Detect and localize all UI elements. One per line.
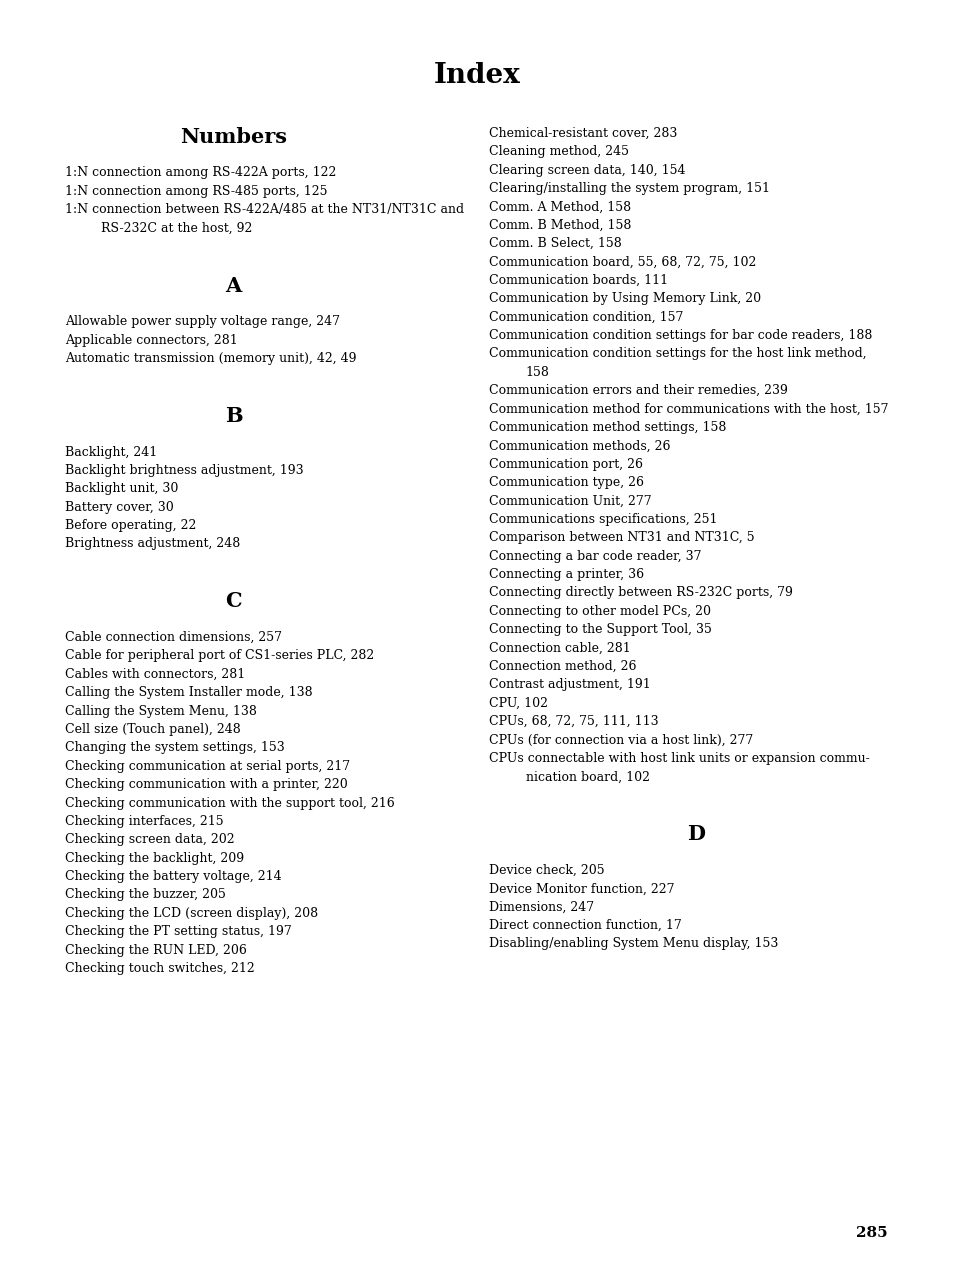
Text: Index: Index [433,62,520,89]
Text: Connecting directly between RS-232C ports, 79: Connecting directly between RS-232C port… [489,586,793,600]
Text: Checking the LCD (screen display), 208: Checking the LCD (screen display), 208 [65,907,317,919]
Text: 1:N connection among RS-485 ports, 125: 1:N connection among RS-485 ports, 125 [65,185,327,198]
Text: Connecting a printer, 36: Connecting a printer, 36 [489,568,644,581]
Text: Comm. B Method, 158: Comm. B Method, 158 [489,218,631,232]
Text: Communication errors and their remedies, 239: Communication errors and their remedies,… [489,384,787,397]
Text: Connecting a bar code reader, 37: Connecting a bar code reader, 37 [489,549,701,563]
Text: Communications specifications, 251: Communications specifications, 251 [489,512,718,526]
Text: Communication Unit, 277: Communication Unit, 277 [489,495,651,507]
Text: 285: 285 [855,1226,886,1240]
Text: Brightness adjustment, 248: Brightness adjustment, 248 [65,538,240,550]
Text: Communication board, 55, 68, 72, 75, 102: Communication board, 55, 68, 72, 75, 102 [489,255,756,269]
Text: Comm. B Select, 158: Comm. B Select, 158 [489,237,621,250]
Text: Device check, 205: Device check, 205 [489,864,604,877]
Text: Direct connection function, 17: Direct connection function, 17 [489,919,681,932]
Text: Checking the backlight, 209: Checking the backlight, 209 [65,852,244,865]
Text: Checking communication at serial ports, 217: Checking communication at serial ports, … [65,760,350,772]
Text: Comparison between NT31 and NT31C, 5: Comparison between NT31 and NT31C, 5 [489,531,754,544]
Text: Connection cable, 281: Connection cable, 281 [489,642,631,654]
Text: Dimensions, 247: Dimensions, 247 [489,900,594,914]
Text: Backlight, 241: Backlight, 241 [65,445,157,459]
Text: Battery cover, 30: Battery cover, 30 [65,501,173,514]
Text: CPU, 102: CPU, 102 [489,696,548,710]
Text: Checking communication with a printer, 220: Checking communication with a printer, 2… [65,779,347,791]
Text: Communication port, 26: Communication port, 26 [489,458,642,470]
Text: Applicable connectors, 281: Applicable connectors, 281 [65,333,237,346]
Text: Communication method for communications with the host, 157: Communication method for communications … [489,402,888,416]
Text: Communication methods, 26: Communication methods, 26 [489,439,670,453]
Text: nication board, 102: nication board, 102 [525,770,649,784]
Text: Communication method settings, 158: Communication method settings, 158 [489,421,726,434]
Text: Calling the System Installer mode, 138: Calling the System Installer mode, 138 [65,686,313,699]
Text: Communication by Using Memory Link, 20: Communication by Using Memory Link, 20 [489,292,760,306]
Text: CPUs, 68, 72, 75, 111, 113: CPUs, 68, 72, 75, 111, 113 [489,715,659,728]
Text: Clearing screen data, 140, 154: Clearing screen data, 140, 154 [489,164,685,176]
Text: Chemical-resistant cover, 283: Chemical-resistant cover, 283 [489,127,677,139]
Text: 1:N connection between RS-422A/485 at the NT31/NT31C and: 1:N connection between RS-422A/485 at th… [65,203,463,217]
Text: Checking the buzzer, 205: Checking the buzzer, 205 [65,889,226,902]
Text: Before operating, 22: Before operating, 22 [65,519,196,533]
Text: CPUs (for connection via a host link), 277: CPUs (for connection via a host link), 2… [489,733,753,747]
Text: B: B [225,406,242,426]
Text: Connection method, 26: Connection method, 26 [489,659,637,673]
Text: Communication condition settings for bar code readers, 188: Communication condition settings for bar… [489,328,872,342]
Text: Backlight unit, 30: Backlight unit, 30 [65,482,178,496]
Text: 158: 158 [525,365,549,379]
Text: 1:N connection among RS-422A ports, 122: 1:N connection among RS-422A ports, 122 [65,166,335,180]
Text: C: C [225,591,242,611]
Text: RS-232C at the host, 92: RS-232C at the host, 92 [101,222,253,235]
Text: A: A [225,275,242,295]
Text: Checking the PT setting status, 197: Checking the PT setting status, 197 [65,926,292,938]
Text: Communication condition, 157: Communication condition, 157 [489,311,683,323]
Text: Cleaning method, 245: Cleaning method, 245 [489,145,629,158]
Text: Numbers: Numbers [180,127,287,147]
Text: Checking interfaces, 215: Checking interfaces, 215 [65,815,223,828]
Text: Cable connection dimensions, 257: Cable connection dimensions, 257 [65,631,281,644]
Text: Changing the system settings, 153: Changing the system settings, 153 [65,742,284,754]
Text: Contrast adjustment, 191: Contrast adjustment, 191 [489,678,651,691]
Text: Checking the RUN LED, 206: Checking the RUN LED, 206 [65,943,247,956]
Text: Communication type, 26: Communication type, 26 [489,476,643,489]
Text: Allowable power supply voltage range, 247: Allowable power supply voltage range, 24… [65,316,339,328]
Text: Checking screen data, 202: Checking screen data, 202 [65,833,234,846]
Text: Clearing/installing the system program, 151: Clearing/installing the system program, … [489,181,770,195]
Text: Calling the System Menu, 138: Calling the System Menu, 138 [65,705,256,718]
Text: Checking the battery voltage, 214: Checking the battery voltage, 214 [65,870,281,883]
Text: Backlight brightness adjustment, 193: Backlight brightness adjustment, 193 [65,464,303,477]
Text: Automatic transmission (memory unit), 42, 49: Automatic transmission (memory unit), 42… [65,353,356,365]
Text: Connecting to the Support Tool, 35: Connecting to the Support Tool, 35 [489,623,712,637]
Text: Communication boards, 111: Communication boards, 111 [489,274,668,287]
Text: Checking communication with the support tool, 216: Checking communication with the support … [65,796,395,809]
Text: Checking touch switches, 212: Checking touch switches, 212 [65,962,254,975]
Text: Communication condition settings for the host link method,: Communication condition settings for the… [489,347,866,360]
Text: Cables with connectors, 281: Cables with connectors, 281 [65,668,245,681]
Text: Cell size (Touch panel), 248: Cell size (Touch panel), 248 [65,723,240,735]
Text: CPUs connectable with host link units or expansion commu-: CPUs connectable with host link units or… [489,752,869,765]
Text: Connecting to other model PCs, 20: Connecting to other model PCs, 20 [489,605,711,618]
Text: Cable for peripheral port of CS1-series PLC, 282: Cable for peripheral port of CS1-series … [65,649,374,662]
Text: Device Monitor function, 227: Device Monitor function, 227 [489,883,674,895]
Text: Comm. A Method, 158: Comm. A Method, 158 [489,200,631,213]
Text: D: D [687,824,704,844]
Text: Disabling/enabling System Menu display, 153: Disabling/enabling System Menu display, … [489,937,778,951]
